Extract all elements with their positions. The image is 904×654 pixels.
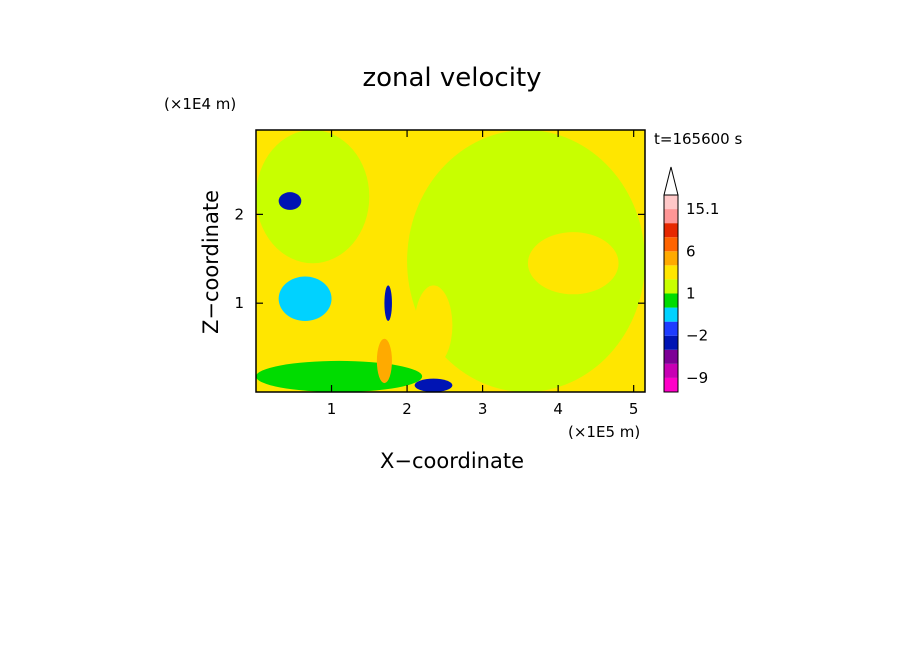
x-tick-label: 2 — [402, 400, 412, 418]
field-region — [407, 130, 645, 392]
colorbar-segment — [664, 335, 678, 350]
colorbar-label: 1 — [686, 285, 696, 303]
time-label: t=165600 s — [654, 130, 742, 148]
colorbar-label: −9 — [686, 369, 708, 387]
field-region — [414, 285, 453, 366]
colorbar-segment — [664, 209, 678, 224]
colorbar-segment — [664, 349, 678, 364]
x-tick-label: 1 — [327, 400, 337, 418]
colorbar-segment — [664, 223, 678, 238]
colorbar-segment — [664, 237, 678, 252]
colorbar-segment — [664, 307, 678, 322]
field-region — [256, 360, 423, 392]
colorbar-segment — [664, 377, 678, 392]
chart-title: zonal velocity — [362, 63, 541, 93]
x-tick-label: 5 — [629, 400, 639, 418]
colorbar-segment — [664, 279, 678, 294]
field-region — [278, 276, 332, 321]
colorbar-segment — [664, 251, 678, 266]
field-region — [527, 232, 619, 295]
x-tick-label: 3 — [478, 400, 488, 418]
colorbar-label: −2 — [686, 327, 708, 345]
y-tick-label: 1 — [234, 294, 244, 312]
field-region — [376, 338, 392, 384]
colorbar-segment — [664, 363, 678, 378]
x-axis-label: X−coordinate — [380, 449, 524, 473]
colorbar-label: 15.1 — [686, 200, 719, 218]
colorbar-extend-arrow — [663, 166, 679, 196]
colorbar-segment — [664, 265, 678, 280]
field-region — [278, 192, 302, 210]
plot-frame — [255, 129, 646, 393]
field-region — [256, 130, 370, 264]
x-unit-label: (×1E5 m) — [568, 423, 640, 441]
y-axis-label: Z−coordinate — [199, 190, 223, 334]
colorbar-label: 6 — [686, 242, 696, 260]
colorbar-segment — [664, 195, 678, 210]
y-axis: 12 — [234, 205, 645, 312]
field-region — [414, 378, 453, 392]
colorbar: 15.1 6 1 −2 −9 — [663, 166, 719, 393]
colorbar-segment — [664, 321, 678, 336]
y-tick-label: 2 — [234, 205, 244, 223]
field-region — [384, 285, 392, 321]
x-axis: 1 2 3 4 5 — [327, 130, 639, 418]
x-tick-label: 4 — [553, 400, 563, 418]
colorbar-segment — [664, 293, 678, 308]
y-unit-label: (×1E4 m) — [164, 95, 236, 113]
field-regions — [256, 130, 645, 392]
heatmap-field — [256, 130, 645, 392]
